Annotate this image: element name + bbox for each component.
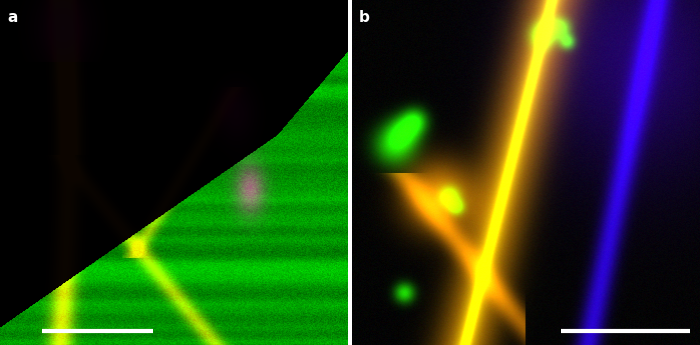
Text: b: b	[359, 10, 370, 25]
Text: a: a	[7, 10, 18, 25]
